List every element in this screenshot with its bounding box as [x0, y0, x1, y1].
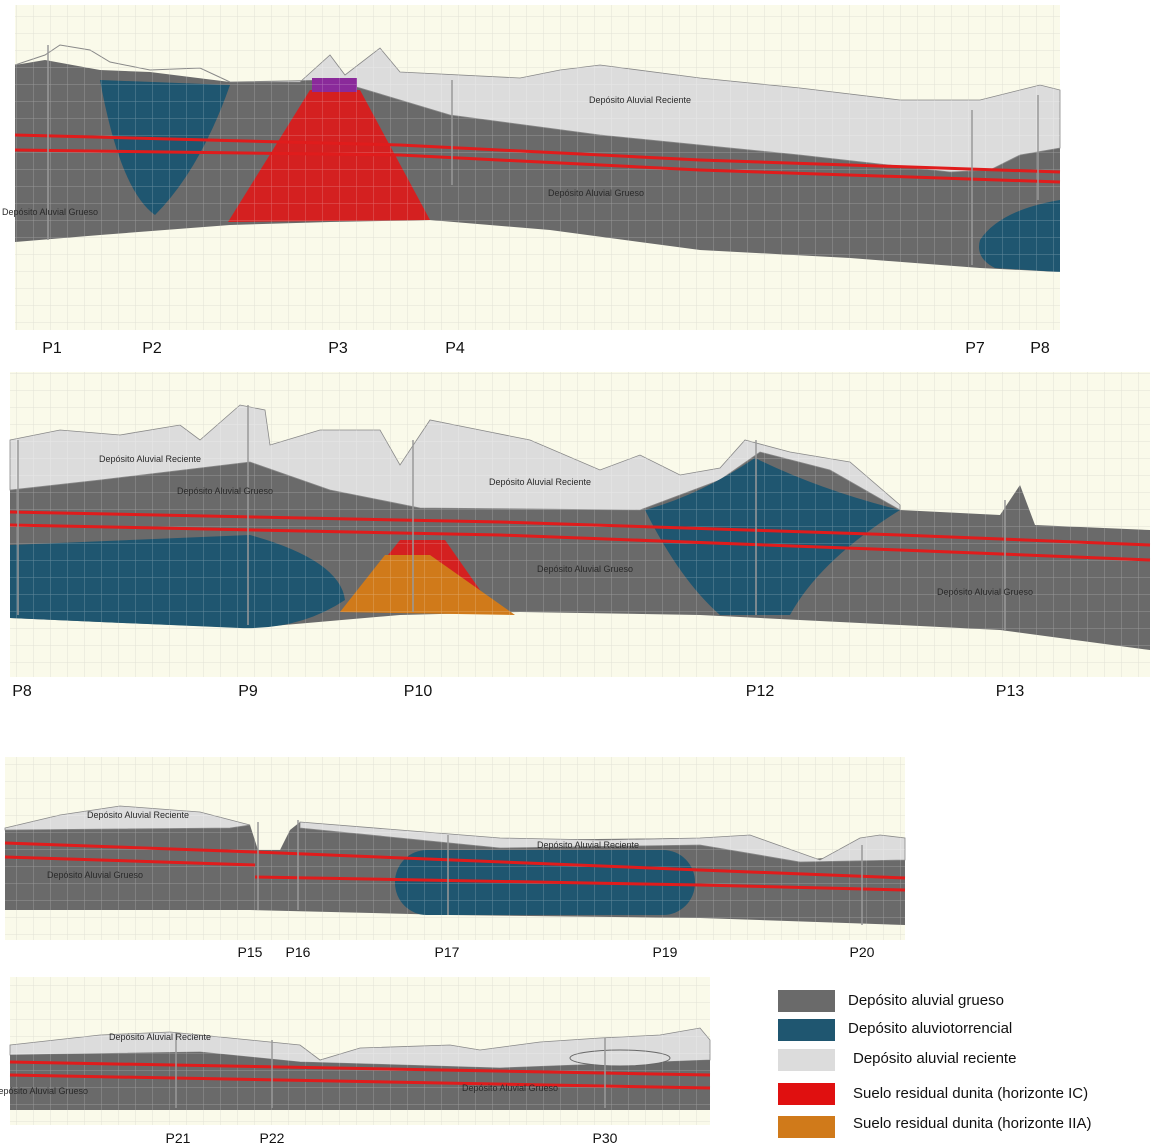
well-label: P19	[653, 944, 678, 960]
legend-swatch	[778, 1049, 835, 1071]
well-label: P3	[328, 340, 348, 357]
zone-label: Depósito Aluvial Reciente	[537, 840, 639, 850]
well-label: P8	[12, 683, 32, 700]
section-1: Depósito Aluvial Reciente Depósito Aluvi…	[2, 5, 1060, 357]
legend-label: Depósito aluvial grueso	[848, 992, 1004, 1009]
well-label: P1	[42, 340, 62, 357]
legend-swatch	[778, 1019, 835, 1041]
zone-label: Depósito Aluvial Reciente	[87, 810, 189, 820]
zone-label: Depósito Aluvial Grueso	[537, 564, 633, 574]
zone-label: Depósito Aluvial Grueso	[548, 188, 644, 198]
zone-label: Depósito Aluvial Reciente	[589, 95, 691, 105]
zone-label: Depósito Aluvial Grueso	[2, 207, 98, 217]
legend-label: Suelo residual dunita (horizonte IIA)	[853, 1115, 1091, 1132]
well-label: P8	[1030, 340, 1050, 357]
legend-swatch	[778, 1083, 835, 1105]
well-label: P21	[166, 1130, 191, 1146]
well-label: P7	[965, 340, 985, 357]
legend-swatch	[778, 990, 835, 1012]
well-label: P2	[142, 340, 162, 357]
well-label: P4	[445, 340, 465, 357]
legend-label: Suelo residual dunita (horizonte IC)	[853, 1085, 1088, 1102]
cross-sections: Depósito Aluvial Reciente Depósito Aluvi…	[0, 0, 1151, 1148]
well-label: P20	[850, 944, 875, 960]
well-label: P15	[238, 944, 263, 960]
zone-label: Depósito Aluvial Reciente	[109, 1032, 211, 1042]
well-label: P22	[260, 1130, 285, 1146]
zone-label: Depósito Aluvial Grueso	[462, 1083, 558, 1093]
section-4: Depósito Aluvial Reciente Depósito Aluvi…	[0, 977, 710, 1146]
legend: Depósito aluvial grueso Depósito aluviot…	[778, 990, 1091, 1138]
well-label: P10	[404, 683, 433, 700]
section-3: Depósito Aluvial Reciente Depósito Aluvi…	[5, 757, 905, 960]
zone-label: Depósito Aluvial Grueso	[47, 870, 143, 880]
well-label: P9	[238, 683, 258, 700]
zone-label: Depósito Aluvial Grueso	[177, 486, 273, 496]
zone-label: Depósito Aluvial Grueso	[937, 587, 1033, 597]
zone-label: Depósito Aluvial Reciente	[99, 454, 201, 464]
zone-label: Depósito Aluvial Reciente	[489, 477, 591, 487]
well-label: P13	[996, 683, 1025, 700]
well-label: P16	[286, 944, 311, 960]
legend-label: Depósito aluvial reciente	[853, 1050, 1016, 1067]
zone-label: Depósito Aluvial Grueso	[0, 1086, 88, 1096]
well-label: P17	[435, 944, 460, 960]
legend-label: Depósito aluviotorrencial	[848, 1020, 1012, 1037]
legend-swatch	[778, 1116, 835, 1138]
well-label: P12	[746, 683, 775, 700]
section-2: Depósito Aluvial Reciente Depósito Aluvi…	[10, 372, 1150, 700]
well-label: P30	[593, 1130, 618, 1146]
